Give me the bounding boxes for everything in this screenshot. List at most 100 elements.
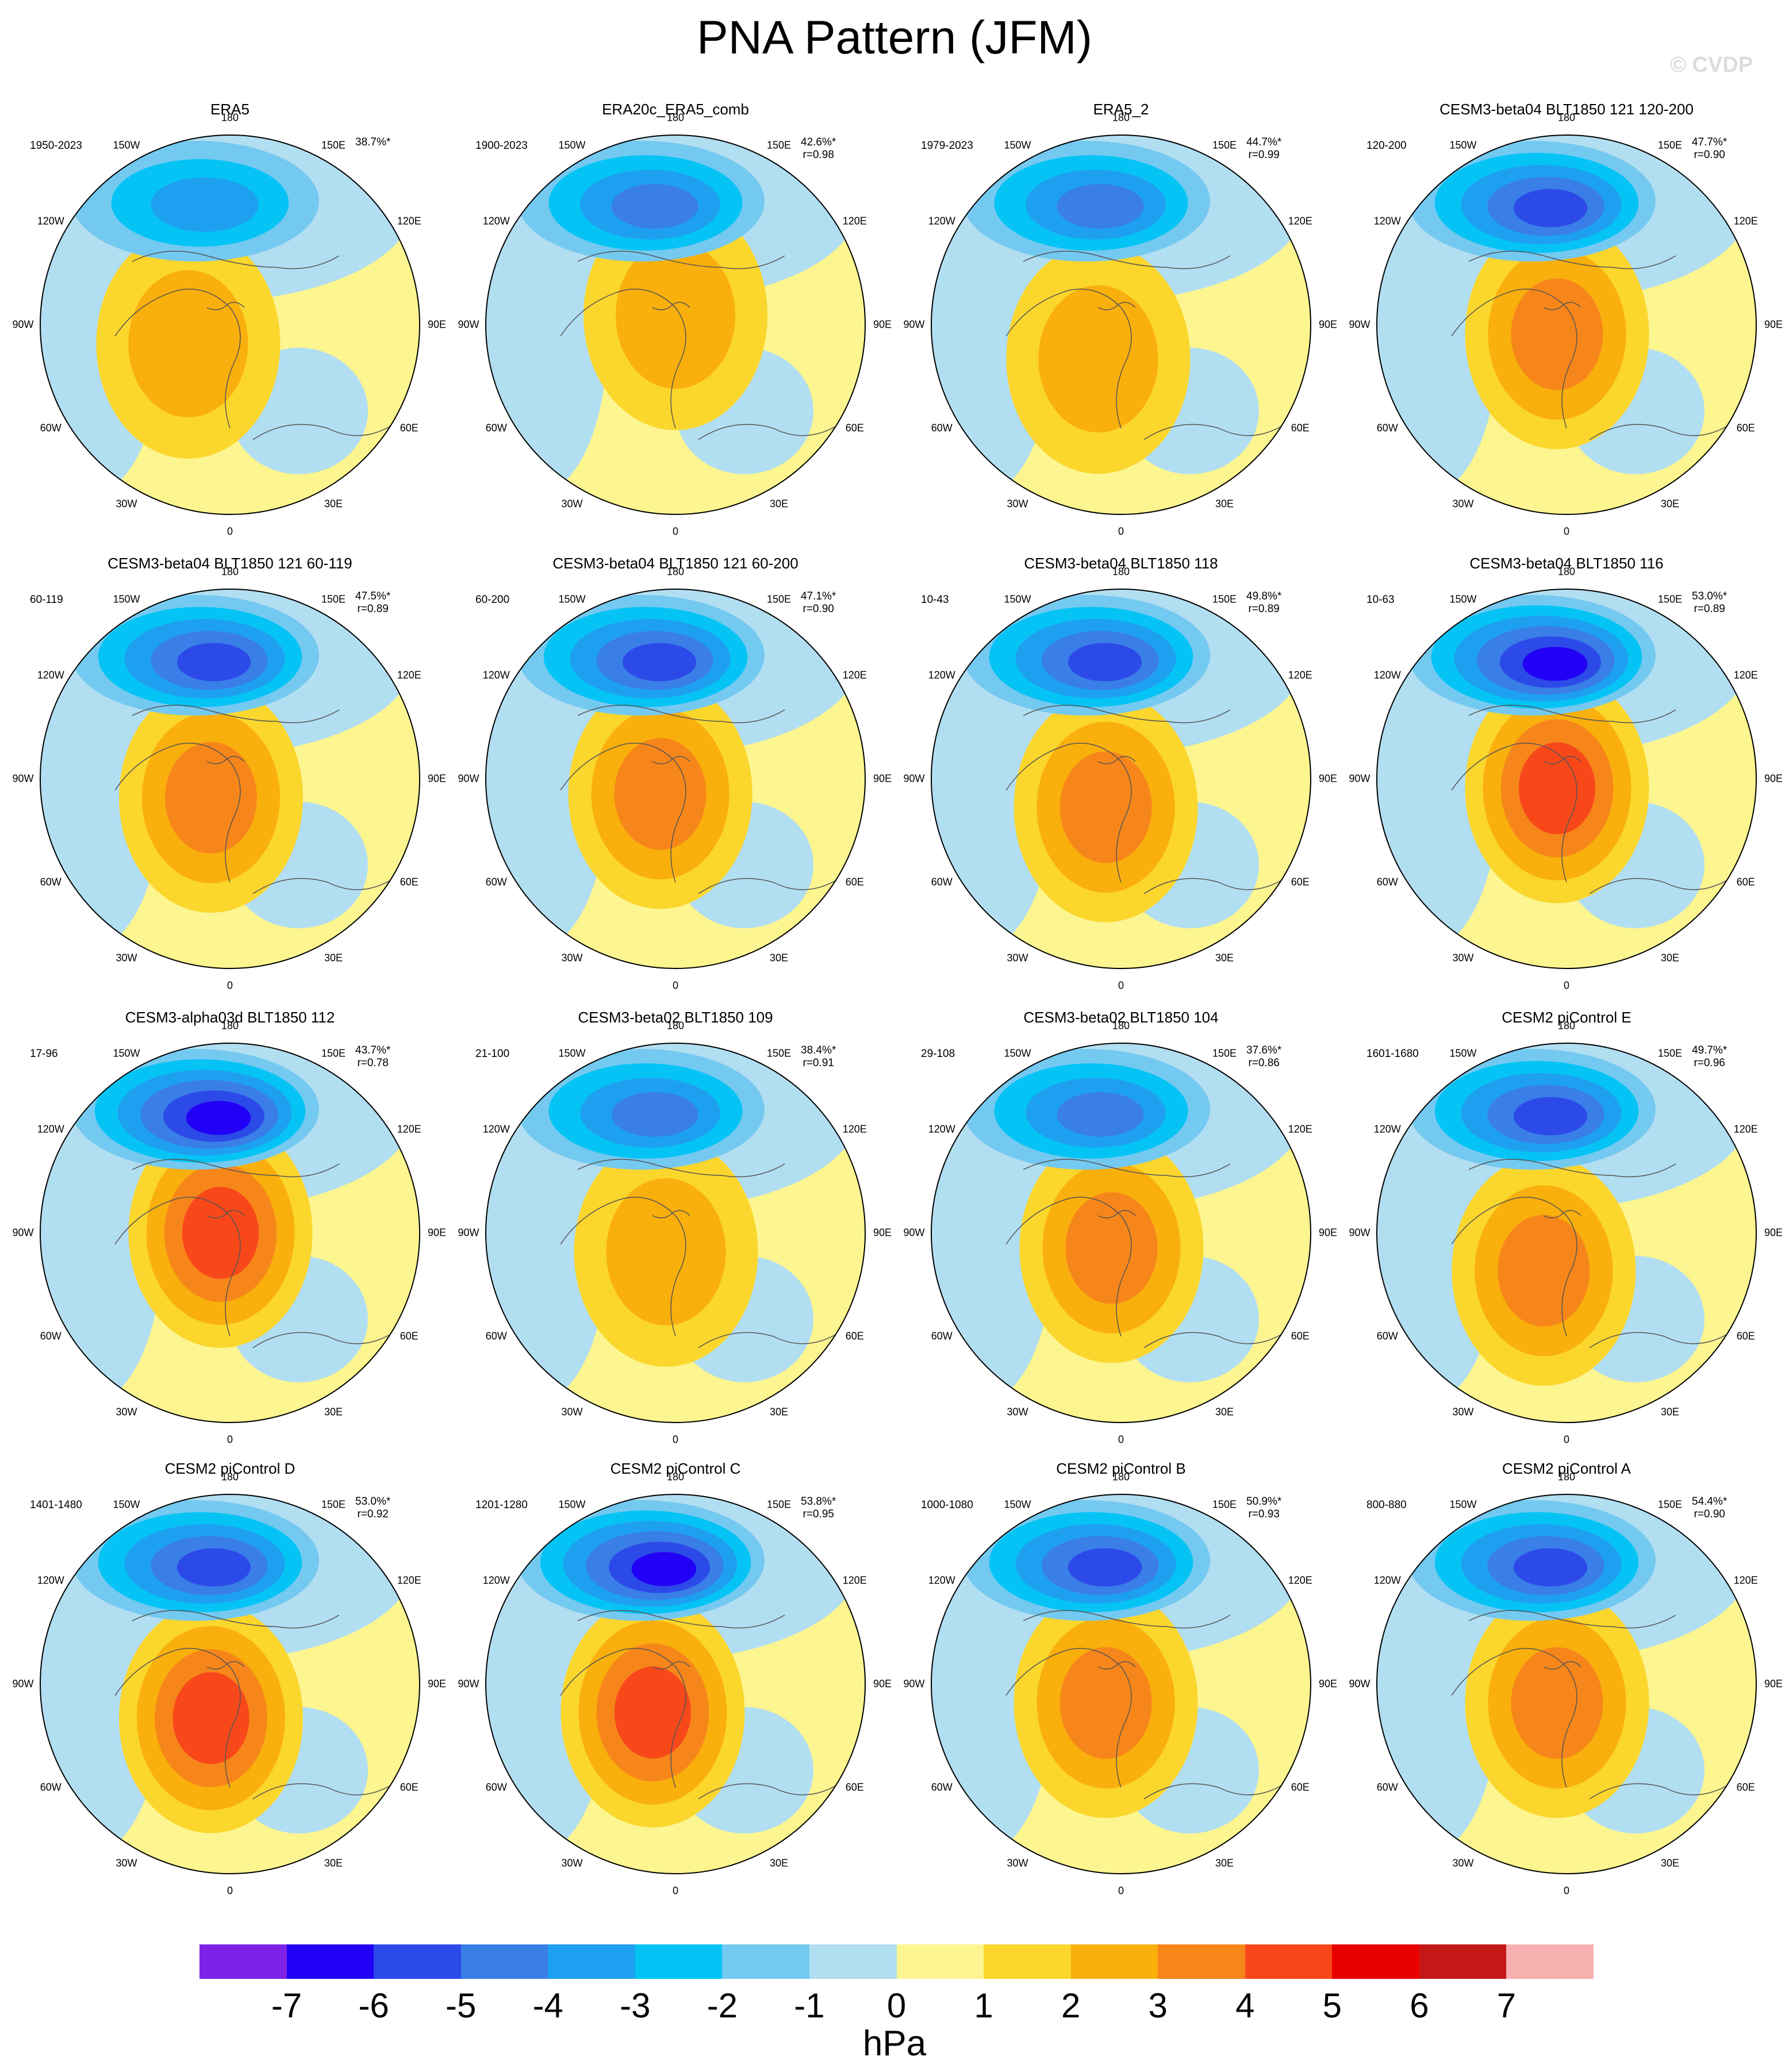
coastlines <box>1005 705 1288 894</box>
longitude-label: 30E <box>324 1406 343 1418</box>
map-panel: CESM2 piControl B 1000-1080 50.9%* r=0.93 18… <box>903 1460 1337 1908</box>
pattern-correlation: r=0.89 <box>357 603 389 615</box>
longitude-label: 90E <box>1318 1678 1338 1690</box>
longitude-label: 60W <box>931 1330 953 1342</box>
panel-years: 10-43 <box>921 594 949 606</box>
longitude-label: 0 <box>1118 1433 1124 1446</box>
longitude-label: 30E <box>324 498 343 510</box>
coastlines <box>1451 1610 1734 1800</box>
panel-years: 1401-1480 <box>30 1499 82 1511</box>
colorbar-tick-label: 4 <box>1235 1986 1255 2025</box>
colorbar-swatch <box>722 1944 809 1979</box>
longitude-label: 90W <box>12 1678 34 1690</box>
map-border <box>1376 1043 1757 1423</box>
longitude-label: 30W <box>116 498 137 510</box>
longitude-label: 60W <box>931 876 953 888</box>
longitude-label: 150E <box>321 1047 346 1059</box>
colorbar-tick-label: -1 <box>794 1986 825 2025</box>
longitude-label: 150E <box>1212 1498 1237 1510</box>
map-panel: ERA5 1950-2023 38.7%* 180 150E 120E 90E 60E 30E 0… <box>12 101 446 549</box>
longitude-label: 150E <box>1657 1047 1683 1059</box>
coastlines <box>1451 1159 1734 1348</box>
longitude-label: 120E <box>1288 669 1312 681</box>
map-border <box>1376 134 1757 515</box>
positive-anomaly-region <box>119 1603 303 1833</box>
map-panel: CESM2 piControl A 800-880 54.4%* r=0.90 180 1… <box>1349 1460 1783 1908</box>
panel-title: ERA5_2 <box>1093 101 1149 118</box>
longitude-label: 0 <box>1563 979 1570 991</box>
colorbar-tick-label: -4 <box>532 1986 563 2025</box>
pattern-correlation: r=0.78 <box>357 1057 389 1069</box>
coastlines <box>560 705 843 894</box>
map-panel: ERA5_2 1979-2023 44.7%* r=0.99 180 150E 120E 90… <box>903 101 1337 549</box>
longitude-label: 90W <box>12 1227 34 1239</box>
longitude-label: 90E <box>427 1227 447 1239</box>
longitude-label: 30W <box>1452 1406 1474 1418</box>
panel-stats: 47.7%* r=0.90 <box>1692 136 1727 162</box>
longitude-label: 30E <box>1215 498 1234 510</box>
variance-explained: 49.8%* <box>1246 590 1282 602</box>
longitude-label: 120E <box>397 1123 421 1135</box>
longitude-label: 120E <box>397 669 421 681</box>
polar-map <box>485 134 866 515</box>
longitude-label: 120E <box>1288 1123 1312 1135</box>
longitude-label: 30W <box>1007 952 1028 964</box>
map-panel: CESM3-beta04 BLT1850 121 60-119 60-119 47.… <box>12 555 446 1003</box>
pattern-correlation: r=0.91 <box>803 1057 834 1069</box>
longitude-label: 90W <box>903 772 925 785</box>
longitude-label: 180 <box>221 1020 239 1032</box>
longitude-label: 60W <box>40 1330 62 1342</box>
longitude-label: 150W <box>113 1047 140 1059</box>
longitude-label: 150E <box>1212 139 1237 151</box>
longitude-label: 30W <box>116 1406 137 1418</box>
colorbar-swatch <box>1070 1944 1158 1979</box>
longitude-label: 90W <box>1349 318 1370 330</box>
variance-explained: 53.8%* <box>801 1496 836 1508</box>
aleutian-low <box>72 1049 319 1170</box>
colorbar-unit: hPa <box>862 2024 927 2063</box>
polar-map <box>1376 1043 1757 1423</box>
map-panel: CESM2 piControl E 1601-1680 49.7%* r=0.96 18… <box>1349 1009 1783 1457</box>
longitude-label: 90E <box>873 1227 892 1239</box>
longitude-label: 90W <box>458 772 479 785</box>
longitude-label: 60W <box>1376 876 1398 888</box>
pattern-correlation: r=0.96 <box>1694 1057 1725 1069</box>
variance-explained: 54.4%* <box>1692 1496 1727 1508</box>
map-border <box>931 589 1311 969</box>
longitude-label: 90E <box>873 318 892 330</box>
aleutian-low <box>517 141 765 262</box>
panel-title: CESM3-beta02 BLT1850 109 <box>578 1009 773 1026</box>
longitude-label: 150W <box>1004 593 1031 605</box>
longitude-label: 60W <box>485 1781 507 1793</box>
longitude-label: 180 <box>1557 1471 1576 1483</box>
colorbar-tick-label: -7 <box>271 1986 302 2025</box>
panel-stats: 53.8%* r=0.95 <box>801 1496 836 1521</box>
colorbar-swatch <box>548 1944 635 1979</box>
longitude-label: 0 <box>1563 1433 1570 1446</box>
longitude-label: 60W <box>1376 1330 1398 1342</box>
map-border <box>485 1494 866 1874</box>
longitude-label: 120E <box>1288 215 1312 227</box>
coastlines <box>560 251 843 440</box>
coastlines <box>1005 1610 1288 1800</box>
colorbar-tick-label: 0 <box>886 1986 907 2025</box>
positive-anomaly-region <box>96 229 281 459</box>
pattern-correlation: r=0.98 <box>803 149 834 161</box>
longitude-label: 150W <box>1004 1498 1031 1510</box>
longitude-label: 150W <box>558 1498 586 1510</box>
panel-stats: 37.6%* r=0.86 <box>1246 1044 1281 1070</box>
colorbar-swatch <box>460 1944 548 1979</box>
longitude-label: 90W <box>903 318 925 330</box>
longitude-label: 60E <box>845 1781 864 1793</box>
positive-anomaly-region <box>1019 1133 1204 1363</box>
aleutian-low <box>963 595 1210 716</box>
polar-map <box>931 1494 1311 1874</box>
variance-explained: 44.7%* <box>1246 136 1282 148</box>
colorbar-swatch <box>1506 1944 1594 1979</box>
aleutian-low <box>72 595 319 716</box>
panel-title: CESM3-alpha03d BLT1850 112 <box>125 1009 335 1026</box>
longitude-label: 60E <box>1291 876 1310 888</box>
panel-title: CESM2 piControl B <box>1056 1460 1186 1477</box>
coastlines <box>560 1610 843 1800</box>
aleutian-low <box>1408 1500 1656 1621</box>
